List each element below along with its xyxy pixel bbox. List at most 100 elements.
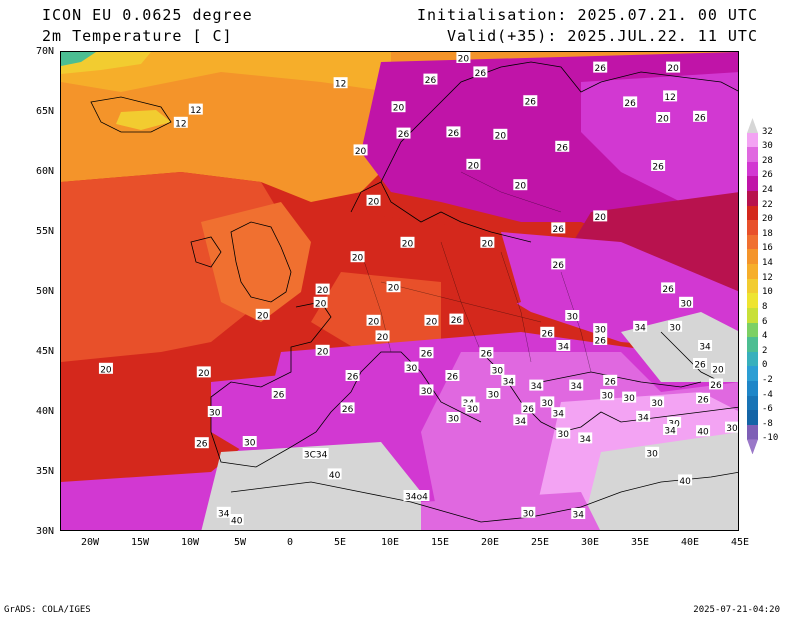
- lon-label-5w: 5W: [233, 537, 247, 548]
- middle-east-field: [581, 432, 738, 530]
- contour-label: 12: [663, 90, 678, 103]
- contour-label-text: 30: [567, 313, 579, 323]
- contour-label-text: 34: [634, 323, 646, 333]
- colorbar-level-label: -4: [762, 389, 773, 400]
- contour-label-text: 3C34: [304, 451, 328, 461]
- contour-label-text: 34: [699, 343, 711, 353]
- lon-label-20w: 20W: [80, 537, 100, 548]
- contour-label: 20: [391, 101, 406, 114]
- colorbar-level-label: -6: [762, 404, 773, 415]
- contour-label: 40: [229, 514, 244, 527]
- contour-label-text: 20: [667, 64, 679, 74]
- contour-label: 30: [668, 320, 683, 333]
- lon-label-40e: 40E: [680, 537, 700, 548]
- uk-field: [201, 202, 311, 322]
- contour-label-text: 40: [679, 477, 691, 487]
- colorbar-segment: [747, 147, 758, 163]
- contour-label: 26: [423, 73, 438, 86]
- contour-label: 26: [194, 437, 209, 450]
- contour-label: 34: [513, 414, 528, 427]
- contour-label: 26: [340, 402, 355, 415]
- greenland-cold-field: [61, 52, 96, 66]
- contour-label-text: 30: [488, 391, 500, 401]
- contour-label-text: 34: [573, 511, 585, 521]
- contour-label: 20: [456, 52, 471, 65]
- contour-label-text: 12: [335, 80, 346, 90]
- contour-label-text: 20: [712, 365, 724, 375]
- contour-label: 30: [622, 391, 637, 404]
- colorbar-segment: [747, 322, 758, 338]
- contour-label-text: 34: [553, 410, 565, 420]
- lat-label-55: 55N: [35, 226, 54, 237]
- contour-label: 20: [493, 128, 508, 141]
- contour-label-text: 20: [388, 284, 400, 294]
- colorbar-level-label: 6: [762, 316, 768, 327]
- colorbar-segment: [747, 307, 758, 323]
- contour-label-text: 20: [317, 286, 329, 296]
- contour-label-text: 30: [669, 323, 681, 333]
- contour-label-text: 26: [481, 350, 493, 360]
- contour-label: 30: [556, 427, 571, 440]
- contour-label-text: 34: [558, 343, 570, 353]
- contour-label-text: 26: [694, 361, 706, 371]
- colorbar-segment: [747, 380, 758, 397]
- colorbar-level-label: 20: [762, 214, 773, 225]
- north-africa-field: [201, 442, 421, 530]
- contour-label-text: 26: [273, 391, 285, 401]
- colorbar-segment: [747, 395, 758, 411]
- libya-field: [421, 492, 600, 530]
- colorbar-level-label: 4: [762, 331, 768, 342]
- contour-label: 30: [404, 361, 419, 374]
- borders: [360, 171, 592, 373]
- contour-label: 26: [555, 140, 570, 153]
- contour-label: 20: [98, 362, 113, 375]
- colorbar-level-label: 2: [762, 345, 768, 356]
- contour-label: 20: [366, 194, 381, 207]
- contour-label-text: 26: [447, 373, 459, 383]
- contour-label: 30: [419, 384, 434, 397]
- colorbar-level-label: 12: [762, 272, 773, 283]
- contour-label-text: 20: [355, 147, 367, 157]
- colorbar-level-label: 28: [762, 155, 773, 166]
- contour-label: 12: [333, 77, 348, 90]
- generation-timestamp: 2025-07-21-04:20: [693, 605, 780, 615]
- contour-label: 30: [565, 310, 580, 323]
- colorbar-level-label: 18: [762, 228, 773, 239]
- contour-label: 20: [400, 236, 415, 249]
- contour-label-text: 20: [515, 182, 527, 192]
- contour-label: 20: [315, 344, 330, 357]
- contour-label-text: 34: [637, 413, 649, 423]
- contour-label: 34: [578, 432, 593, 445]
- contour-label: 26: [419, 347, 434, 360]
- contour-label: 26: [603, 374, 618, 387]
- contour-label-text: 12: [190, 106, 201, 116]
- contour-label: 26: [551, 222, 566, 235]
- contour-label: 26: [446, 126, 461, 139]
- contour-label-text: 30: [448, 415, 460, 425]
- lon-label-10w: 10W: [180, 537, 200, 548]
- contour-label: 34: [551, 407, 566, 420]
- contour-label: 20: [196, 366, 211, 379]
- colorbar-segment: [747, 205, 758, 221]
- contour-label: 3C34: [302, 448, 329, 461]
- lon-label-20e: 20E: [480, 537, 500, 548]
- contour-label-text: 20: [368, 317, 380, 327]
- contour-label-text: 26: [553, 261, 565, 271]
- colorbar-segment: [747, 337, 758, 353]
- contour-label-text: 34: [664, 427, 676, 437]
- contour-label-text: 20: [257, 311, 269, 321]
- contour-label: 26: [473, 66, 488, 79]
- colorbar-level-label: 32: [762, 126, 773, 137]
- contour-label-text: 12: [175, 119, 186, 129]
- contour-label: 26: [479, 347, 494, 360]
- contour-label-text: 30: [680, 299, 692, 309]
- contour-label-text: 34: [503, 377, 515, 387]
- contour-label: 34: [663, 424, 678, 437]
- colorbar-level-label: 14: [762, 258, 773, 269]
- contour-label: 30: [540, 396, 555, 409]
- contour-label: 34: [216, 506, 231, 519]
- contour-label-text: 34: [531, 382, 543, 392]
- contour-label: 34: [529, 379, 544, 392]
- contour-label: 26: [449, 313, 464, 326]
